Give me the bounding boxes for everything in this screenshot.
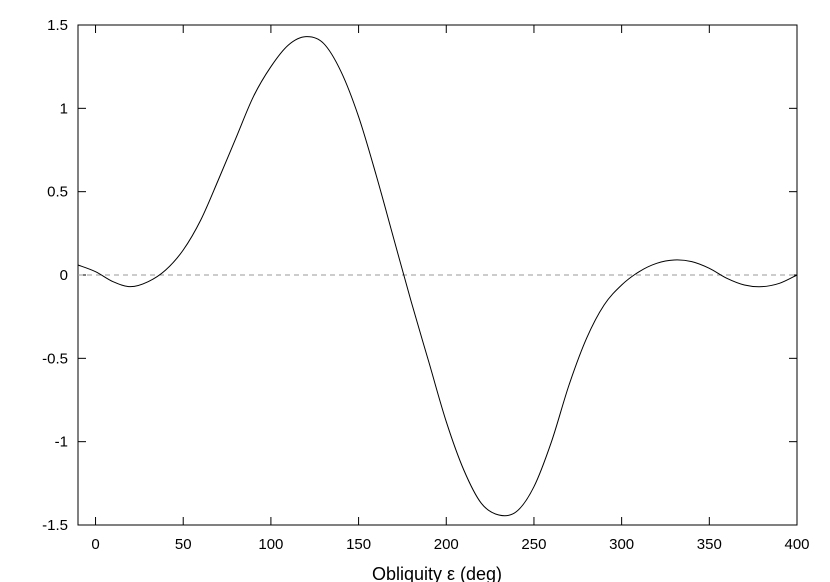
y-tick-label: -1	[55, 434, 68, 451]
y-tick-label: 1	[60, 100, 68, 117]
y-tick-label: -1.5	[42, 517, 68, 534]
y-tick-label: -0.5	[42, 350, 68, 367]
x-tick-label: 250	[521, 536, 546, 553]
x-tick-label: 50	[175, 536, 192, 553]
x-tick-label: 100	[258, 536, 283, 553]
x-tick-label: 400	[784, 536, 809, 553]
y-tick-label: 1.5	[47, 17, 68, 34]
x-tick-label: 200	[434, 536, 459, 553]
x-tick-label: 350	[697, 536, 722, 553]
series-layer	[77, 36, 798, 517]
series-line	[77, 36, 798, 517]
x-tick-label: 300	[609, 536, 634, 553]
x-tick-label: 150	[346, 536, 371, 553]
y-tick-label: 0	[60, 267, 68, 284]
y-tick-label: 0.5	[47, 184, 68, 201]
plot-frame	[77, 24, 798, 526]
x-tick-label: 0	[91, 536, 99, 553]
ticks-layer: 0 50 100 150 200 250 300 350 400 -1.5 -1 -0.5 0 0.5 1 1…	[42, 17, 809, 553]
x-axis-title: Obliquity ε (deg)	[372, 564, 502, 582]
